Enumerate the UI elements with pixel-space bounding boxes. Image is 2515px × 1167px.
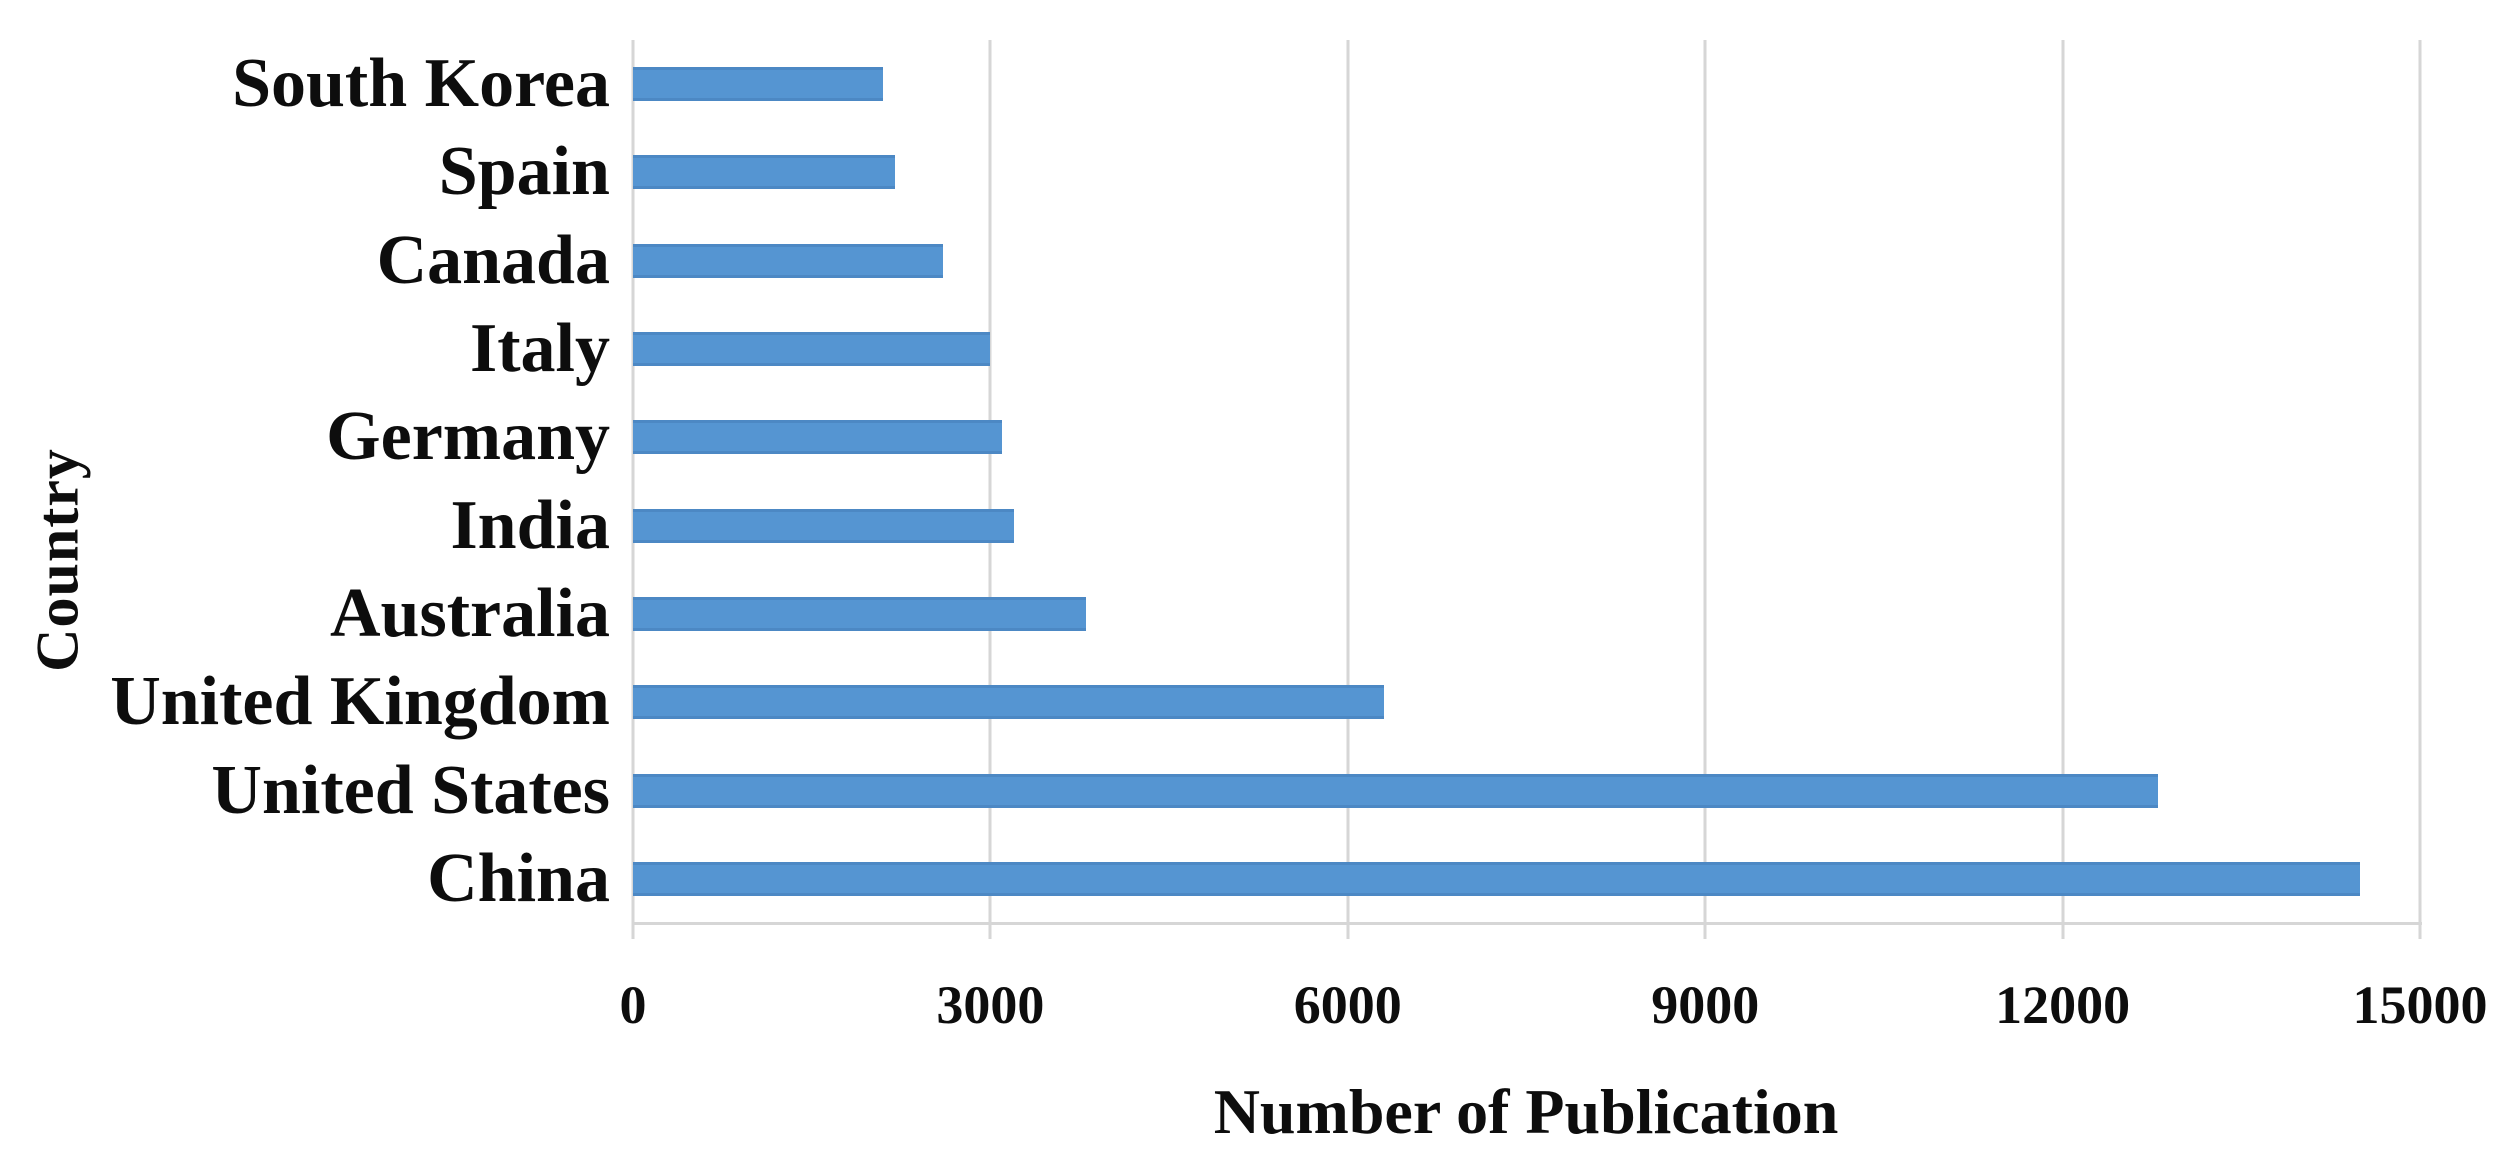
x-tick-label: 9000 [1651, 975, 1760, 1035]
category-row: India [0, 481, 610, 569]
gridline [1346, 40, 1350, 939]
category-label: Italy [470, 310, 610, 388]
bar-row [633, 570, 2420, 658]
y-axis-line [631, 40, 635, 939]
bar [633, 596, 1086, 631]
gridline [2418, 40, 2422, 939]
bar [633, 685, 1384, 720]
bar-row [633, 746, 2420, 834]
bar [633, 67, 884, 102]
bar [633, 420, 1003, 455]
category-label: United Kingdom [110, 663, 610, 741]
bar-row [633, 658, 2420, 746]
gridline [988, 40, 992, 939]
x-tick-label: 15000 [2352, 975, 2488, 1035]
category-label: Spain [438, 133, 610, 211]
bar-row [633, 217, 2420, 305]
x-tick-label: 6000 [1293, 975, 1402, 1035]
category-row: United Kingdom [0, 658, 610, 746]
category-row: Italy [0, 305, 610, 393]
bar-row [633, 835, 2420, 923]
category-label: China [427, 839, 610, 917]
bar-series [633, 40, 2420, 923]
bar-row [633, 393, 2420, 481]
category-label: Australia [330, 574, 610, 652]
bar-row [633, 481, 2420, 569]
category-row: United States [0, 746, 610, 834]
category-label: Canada [376, 221, 610, 299]
bar [633, 155, 896, 190]
x-tick-label: 0 [619, 975, 647, 1035]
category-label: India [450, 486, 610, 564]
bar-row [633, 305, 2420, 393]
category-label: Germany [326, 398, 610, 476]
x-axis-line [633, 922, 2422, 925]
category-axis: South Korea Spain Canada Italy Germany India A… [0, 40, 610, 923]
x-tick-label: 3000 [936, 975, 1045, 1035]
bar-row [633, 40, 2420, 128]
category-row: South Korea [0, 40, 610, 128]
bar [633, 861, 2361, 896]
category-row: China [0, 835, 610, 923]
bar [633, 243, 943, 278]
bar-row [633, 128, 2420, 216]
category-row: Canada [0, 217, 610, 305]
bar [633, 332, 991, 367]
bar [633, 773, 2158, 808]
gridline [1703, 40, 1707, 939]
plot-area [631, 40, 2422, 939]
x-tick-label: 12000 [1995, 975, 2131, 1035]
category-row: Germany [0, 393, 610, 481]
category-row: Spain [0, 128, 610, 216]
x-axis-title: Number of Publication [1213, 1076, 1839, 1147]
bar [633, 508, 1015, 543]
x-axis-ticks: 0 3000 6000 9000 12000 15000 [620, 975, 2488, 1050]
category-row: Australia [0, 570, 610, 658]
category-label: South Korea [232, 45, 610, 123]
gridline [2061, 40, 2065, 939]
category-label: United States [211, 751, 610, 829]
